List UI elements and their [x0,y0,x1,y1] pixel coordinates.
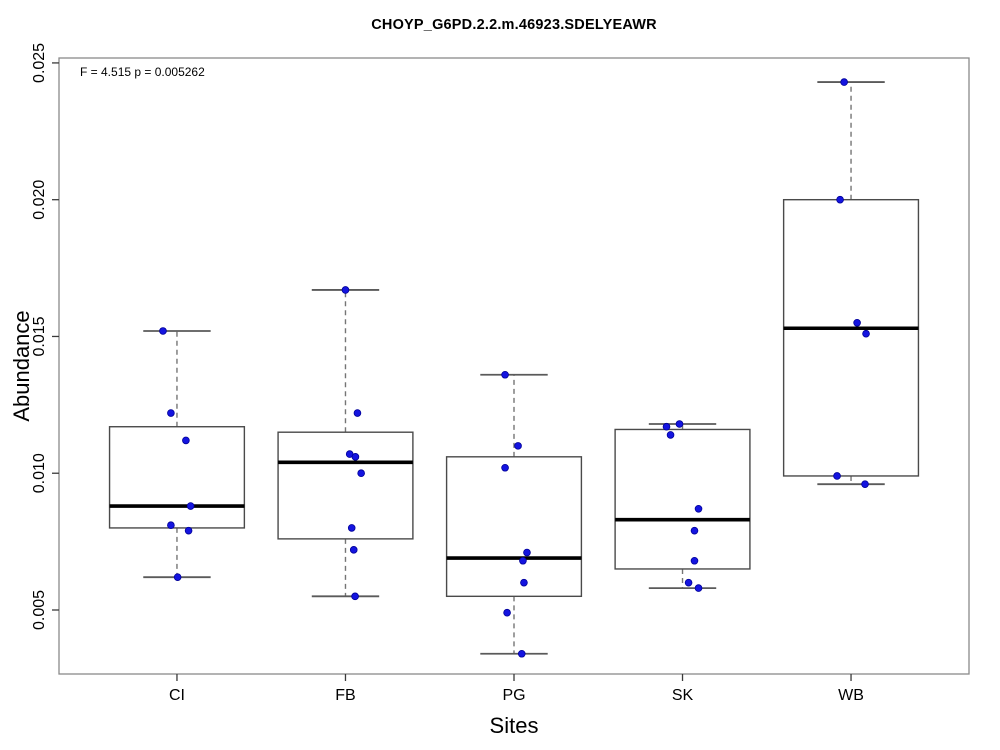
y-axis-tick-label: 0.005 [31,590,48,630]
data-point-FB [351,453,360,461]
data-point-PG [517,649,526,658]
data-point-CI [173,573,182,581]
data-point-CI [186,502,195,510]
data-point-SK [666,431,675,439]
data-point-PG [503,608,511,617]
data-point-FB [357,469,365,478]
data-point-SK [662,422,671,431]
data-point-WB [833,472,841,480]
x-axis-label: Sites [489,713,539,738]
data-point-CI [159,327,167,335]
data-point-SK [694,584,703,592]
box-WB [782,198,920,477]
data-point-WB [836,195,844,204]
data-point-FB [353,409,362,417]
box-CI [108,426,246,529]
data-point-WB [862,329,870,338]
box-PG [445,456,583,598]
data-point-SK [675,420,684,428]
data-point-CI [167,409,175,417]
data-point-PG [501,463,509,472]
data-point-PG [523,548,531,557]
data-point-SK [690,526,699,535]
x-axis-tick-label: SK [672,687,694,704]
data-point-FB [351,592,359,601]
data-point-CI [182,436,190,445]
x-axis-tick-label: WB [838,687,864,704]
box-FB [277,431,414,540]
y-axis-label: Abundance [9,310,34,422]
data-point-PG [501,370,509,379]
y-axis-tick-label: 0.015 [31,316,48,356]
data-point-PG [514,442,522,450]
data-point-FB [347,524,356,532]
data-point-WB [861,480,869,488]
f-statistic-annotation: F = 4.515 p = 0.005262 [80,65,205,79]
data-point-SK [684,578,693,587]
data-point-FB [341,286,350,294]
data-point-PG [520,578,528,587]
data-point-SK [690,556,699,565]
y-axis-tick-label: 0.010 [31,453,48,493]
data-point-PG [519,556,527,565]
data-point-CI [184,526,193,535]
x-axis-tick-label: CI [169,687,185,704]
chart-title: CHOYP_G6PD.2.2.m.46923.SDELYEAWR [371,17,657,33]
box-SK [614,428,751,570]
data-point-CI [167,521,175,529]
data-point-FB [349,546,358,554]
y-axis-tick-label: 0.025 [31,43,48,83]
data-point-SK [694,504,703,513]
x-axis-tick-label: FB [335,687,355,704]
data-point-WB [840,78,848,86]
y-axis-tick-label: 0.020 [31,180,48,220]
x-axis-tick-label: PG [502,687,525,704]
data-point-WB [853,318,861,327]
